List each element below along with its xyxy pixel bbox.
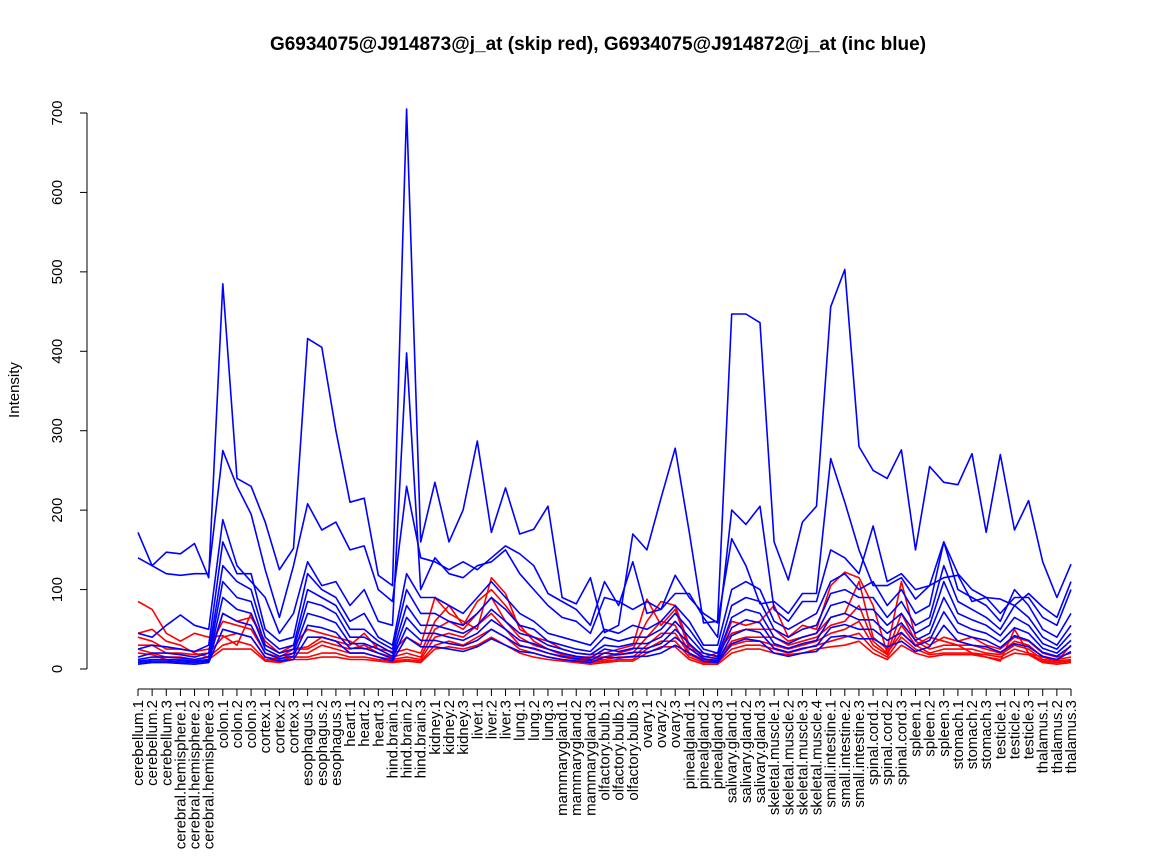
x-tick-label: stomach.2 (964, 700, 981, 769)
x-tick-label: olfactory.bulb.2 (611, 700, 628, 801)
x-tick-label: esophagus.2 (314, 700, 331, 786)
x-tick-label: hind.brain.1 (384, 700, 401, 778)
x-tick-label: cerebral.hemisphere.3 (201, 700, 218, 849)
x-tick-label: ovary.3 (667, 700, 684, 748)
x-tick-label: thalamus.1 (1035, 700, 1052, 773)
x-tick-label: small.intestine.1 (823, 700, 840, 808)
x-tick-label: mammarygland.1 (554, 700, 571, 816)
x-tick-label: testicle.2 (1006, 700, 1023, 759)
x-tick-label: cerebral.hemisphere.1 (172, 700, 189, 849)
y-tick-label: 700 (49, 100, 66, 125)
x-tick-label: heart.1 (342, 700, 359, 747)
x-tick-label: cerebellum.3 (158, 700, 175, 786)
x-tick-label: testicle.1 (992, 700, 1009, 759)
x-tick-label: kidney.1 (427, 700, 444, 755)
x-tick-label: spinal.cord.3 (893, 700, 910, 785)
x-tick-label: spleen.3 (936, 700, 953, 757)
x-tick-label: heart.2 (356, 700, 373, 747)
series-line-inc (137, 352, 1072, 639)
x-tick-label: small.intestine.3 (851, 700, 868, 808)
x-tick-label: stomach.1 (950, 700, 967, 769)
x-tick-label: liver.2 (483, 700, 500, 739)
series-line-inc (137, 564, 1072, 658)
x-tick-label: esophagus.3 (328, 700, 345, 786)
x-tick-label: hind.brain.3 (413, 700, 430, 778)
x-tick-label: cortex.1 (257, 700, 274, 753)
y-tick-label: 0 (49, 665, 66, 673)
x-tick-label: hind.brain.2 (399, 700, 416, 778)
y-tick-label: 100 (49, 577, 66, 602)
x-tick-label: colon.3 (243, 700, 260, 748)
y-tick-label: 200 (49, 498, 66, 523)
x-tick-label: pinealgland.2 (695, 700, 712, 789)
x-tick-label: kidney.3 (455, 700, 472, 755)
x-tick-label: skeletal.muscle.3 (794, 700, 811, 815)
x-tick-label: thalamus.3 (1063, 700, 1080, 773)
x-tick-label: small.intestine.2 (837, 700, 854, 808)
y-tick-label: 600 (49, 180, 66, 205)
y-tick-label: 400 (49, 339, 66, 364)
x-tick-label: spinal.cord.1 (865, 700, 882, 785)
x-tick-label: ovary.2 (653, 700, 670, 748)
series-line-inc (137, 541, 1072, 653)
x-tick-label: lung.1 (512, 700, 529, 741)
series-line-inc (137, 580, 1072, 661)
x-tick-label: skeletal.muscle.4 (809, 700, 826, 815)
x-tick-label: testicle.3 (1021, 700, 1038, 759)
x-tick-label: pinealgland.1 (681, 700, 698, 789)
x-tick-label: skeletal.muscle.2 (780, 700, 797, 815)
x-tick-label: colon.2 (229, 700, 246, 748)
x-tick-label: lung.3 (540, 700, 557, 741)
x-tick-label: salivary.gland.3 (752, 700, 769, 803)
x-tick-label: kidney.2 (441, 700, 458, 755)
x-tick-label: pinealgland.3 (710, 700, 727, 789)
chart-title: G6934075@J914873@j_at (skip red), G69340… (270, 34, 926, 55)
x-tick-label: thalamus.2 (1049, 700, 1066, 773)
x-tick-label: liver.1 (469, 700, 486, 739)
series-layer (137, 108, 1072, 666)
y-tick-label: 300 (49, 418, 66, 443)
x-tick-label: olfactory.bulb.3 (625, 700, 642, 801)
y-axis: 0 100 200 300 400 500 600 700 (49, 100, 88, 673)
x-tick-label: heart.3 (370, 700, 387, 747)
x-tick-label: cerebral.hemisphere.2 (187, 700, 204, 849)
x-tick-label: skeletal.muscle.1 (766, 700, 783, 815)
x-axis: cerebellum.1cerebellum.2cerebellum.3cere… (130, 688, 1080, 849)
x-tick-label: spleen.2 (922, 700, 939, 757)
x-tick-label: lung.2 (526, 700, 543, 741)
x-tick-label: cortex.2 (271, 700, 288, 753)
x-tick-label: salivary.gland.1 (724, 700, 741, 803)
x-tick-label: salivary.gland.2 (738, 700, 755, 803)
series-line-inc (137, 610, 1072, 664)
x-tick-label: mammarygland.2 (568, 700, 585, 816)
x-tick-label: cerebellum.2 (144, 700, 161, 786)
x-tick-label: olfactory.bulb.1 (597, 700, 614, 801)
series-line-inc (137, 108, 1072, 634)
x-tick-label: stomach.3 (978, 700, 995, 769)
x-tick-label: mammarygland.3 (582, 700, 599, 816)
y-axis-label: Intensity (6, 362, 23, 418)
series-line-inc (137, 624, 1072, 666)
x-tick-label: liver.3 (498, 700, 515, 739)
x-tick-label: ovary.1 (639, 700, 656, 748)
series-line-inc (137, 449, 1072, 627)
x-tick-label: spleen.1 (908, 700, 925, 757)
x-tick-label: spinal.cord.2 (879, 700, 896, 785)
x-tick-label: colon.1 (215, 700, 232, 748)
series-line-inc (137, 596, 1072, 662)
y-tick-label: 500 (49, 259, 66, 284)
x-tick-label: cortex.3 (286, 700, 303, 753)
x-tick-label: cerebellum.1 (130, 700, 147, 786)
x-tick-label: esophagus.1 (300, 700, 317, 786)
